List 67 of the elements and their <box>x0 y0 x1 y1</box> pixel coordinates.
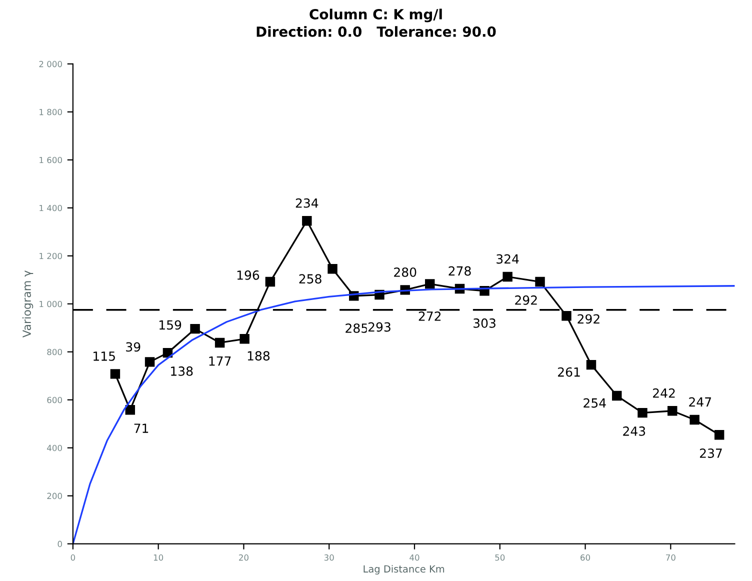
point <box>214 338 225 348</box>
annotation: 242 <box>653 388 675 398</box>
chart-title: Column C: K mg/l <box>310 8 442 22</box>
x-tick-label: 40 <box>410 554 420 561</box>
point <box>302 216 312 226</box>
point <box>638 408 648 418</box>
y-tick-label: 200 <box>47 492 62 500</box>
annotation: 303 <box>474 318 496 328</box>
point <box>535 276 545 287</box>
annotation: 71 <box>134 424 148 433</box>
annotation: 234 <box>296 198 318 208</box>
point <box>668 406 678 416</box>
annotation: 278 <box>448 266 471 276</box>
annotation: 272 <box>418 311 441 321</box>
annotation: 138 <box>171 366 193 376</box>
annotation: 159 <box>159 320 182 330</box>
point <box>144 357 155 367</box>
annotation: 196 <box>237 270 260 280</box>
x-tick-label: 0 <box>70 554 76 561</box>
annotation: 292 <box>578 314 600 324</box>
y-tick-label: 1 600 <box>40 156 62 164</box>
annotation: 237 <box>700 448 722 458</box>
annotation: 280 <box>394 267 416 277</box>
x-tick-label: 10 <box>154 554 164 561</box>
point <box>328 264 338 274</box>
y-tick-label: 400 <box>47 444 62 452</box>
annotation: 247 <box>689 397 711 407</box>
point <box>562 311 572 321</box>
y-tick-label: 0 <box>58 540 62 548</box>
y-tick-label: 1 800 <box>40 108 62 116</box>
y-tick-label: 600 <box>47 396 62 404</box>
chart-subtitle: Direction: 0.0 Tolerance: 90.0 <box>256 26 496 37</box>
point <box>125 405 136 415</box>
x-tick-label: 50 <box>495 554 505 561</box>
point <box>714 430 724 440</box>
y-axis-title: Variogram γ <box>22 270 34 338</box>
point <box>586 360 596 370</box>
annotation: 254 <box>584 398 606 408</box>
point <box>612 390 622 401</box>
annotation: 39 <box>126 342 140 352</box>
y-tick-label: 1 000 <box>40 300 62 308</box>
y-tick-label: 1 200 <box>40 252 62 260</box>
annotation: 285 <box>346 323 368 333</box>
x-tick-label: 60 <box>580 554 590 561</box>
point <box>190 324 200 334</box>
point <box>240 334 250 344</box>
x-tick-label: 20 <box>239 554 248 561</box>
annotation: 261 <box>558 367 580 377</box>
annotation: 188 <box>248 351 270 361</box>
annotation: 258 <box>299 274 322 284</box>
annotation: 243 <box>623 426 646 436</box>
annotation: 177 <box>209 356 231 366</box>
annotation: 293 <box>368 322 390 332</box>
point <box>425 279 435 289</box>
x-axis-title: Lag Distance Km <box>364 565 444 574</box>
point <box>690 414 700 425</box>
annotation: 115 <box>94 352 115 361</box>
y-tick-label: 1 400 <box>40 204 62 212</box>
x-tick-label: 70 <box>666 554 676 561</box>
annotation: 324 <box>496 254 519 264</box>
x-tick-label: 30 <box>324 554 334 561</box>
point <box>110 369 120 379</box>
annotation: 292 <box>515 295 537 305</box>
point <box>502 272 512 282</box>
y-tick-label: 2 000 <box>39 60 62 68</box>
point <box>265 276 276 287</box>
y-tick-label: 800 <box>47 348 62 356</box>
